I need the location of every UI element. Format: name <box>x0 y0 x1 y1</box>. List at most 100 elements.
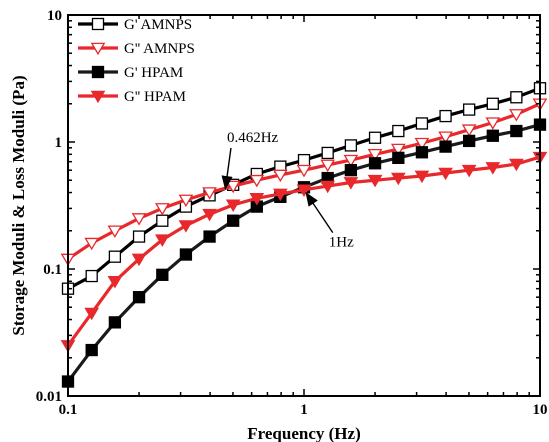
data-point <box>108 316 122 329</box>
data-point <box>203 230 216 243</box>
legend-item: G'' AMNPS <box>78 41 195 57</box>
data-point <box>84 237 100 251</box>
y-tick-label: 0.01 <box>36 389 62 405</box>
series-group <box>60 82 548 388</box>
data-point <box>343 177 359 190</box>
series-3 <box>60 151 548 353</box>
data-point <box>438 131 453 144</box>
data-point <box>439 140 452 153</box>
data-point <box>321 146 334 160</box>
data-point <box>296 184 312 198</box>
data-point <box>390 143 406 157</box>
legend-label: G'' AMNPS <box>124 41 195 57</box>
data-point <box>131 213 147 226</box>
data-point <box>154 203 170 216</box>
x-tick-label: 0.1 <box>59 402 78 418</box>
data-point <box>509 158 524 172</box>
data-point <box>461 124 477 137</box>
legend-item: G' HPAM <box>78 65 183 81</box>
data-point <box>108 250 122 263</box>
data-point <box>273 169 288 183</box>
annotation-label: 1Hz <box>329 235 354 251</box>
data-point <box>485 117 501 130</box>
data-point <box>367 149 383 162</box>
data-point <box>156 268 169 281</box>
x-tick-label: 1 <box>300 402 308 418</box>
data-point <box>367 174 383 188</box>
data-point <box>178 194 194 208</box>
annotation-label: 0.462Hz <box>227 130 279 146</box>
legend-marker <box>91 65 105 79</box>
series-1 <box>60 98 548 267</box>
legend-marker <box>90 90 106 104</box>
data-point <box>297 153 311 167</box>
data-point <box>179 248 193 261</box>
legend-item: G' AMNPS <box>78 17 192 33</box>
data-point <box>392 151 405 165</box>
data-point <box>390 172 406 186</box>
data-point <box>320 159 336 173</box>
data-point <box>85 269 98 283</box>
data-point <box>415 146 429 159</box>
legend-marker <box>91 17 105 31</box>
data-point <box>486 97 499 110</box>
data-point <box>107 225 123 238</box>
legend-marker <box>90 42 106 56</box>
data-point <box>509 109 524 122</box>
data-point <box>414 170 430 184</box>
data-point <box>225 199 241 213</box>
y-tick-label: 10 <box>47 8 62 24</box>
data-point <box>132 291 146 304</box>
data-point <box>249 174 265 188</box>
legend-label: G'' HPAM <box>124 89 186 105</box>
data-point <box>132 230 146 243</box>
annotation: 0.462Hz <box>221 130 279 190</box>
y-tick-label: 0.1 <box>43 262 62 278</box>
x-axis-title: Frequency (Hz) <box>247 424 360 442</box>
annotations: 0.462Hz 1Hz <box>221 130 354 251</box>
data-point <box>202 187 217 200</box>
data-point <box>249 193 265 206</box>
data-point <box>84 307 100 321</box>
data-point <box>438 167 453 181</box>
legend-label: G' HPAM <box>124 65 183 81</box>
data-point <box>273 188 288 202</box>
data-point <box>463 103 476 116</box>
data-point <box>343 154 359 168</box>
data-point <box>368 157 382 170</box>
data-point <box>178 220 194 233</box>
data-point <box>486 129 499 142</box>
data-point <box>107 276 123 289</box>
data-point <box>461 164 477 178</box>
data-point <box>415 117 429 130</box>
data-point <box>344 139 358 152</box>
data-point <box>156 214 169 227</box>
annotation-arrow <box>221 147 233 190</box>
x-tick-label: 10 <box>533 402 548 418</box>
data-point <box>227 214 240 227</box>
data-point <box>344 164 358 177</box>
data-point <box>463 134 476 148</box>
annotation-arrow <box>305 192 334 234</box>
legend-item: G'' HPAM <box>78 89 186 105</box>
data-point <box>320 180 336 194</box>
data-point <box>439 109 452 123</box>
data-point <box>296 164 312 178</box>
legend-label: G' AMNPS <box>124 17 192 33</box>
annotation: 1Hz <box>305 192 354 251</box>
data-point <box>485 162 501 175</box>
y-axis-title: Storage Moduli & Loss Moduli (Pa) <box>9 75 28 335</box>
data-point <box>368 131 382 144</box>
data-point <box>131 253 147 267</box>
data-point <box>414 137 430 151</box>
data-point <box>154 234 170 247</box>
data-point <box>392 124 405 138</box>
legend: G' AMNPS G'' AMNPS G' HPAM G'' HPAM <box>78 17 195 105</box>
data-point <box>85 343 98 357</box>
data-point <box>202 208 217 222</box>
data-point <box>510 124 523 138</box>
data-point <box>510 91 523 104</box>
y-tick-label: 1 <box>55 135 63 151</box>
